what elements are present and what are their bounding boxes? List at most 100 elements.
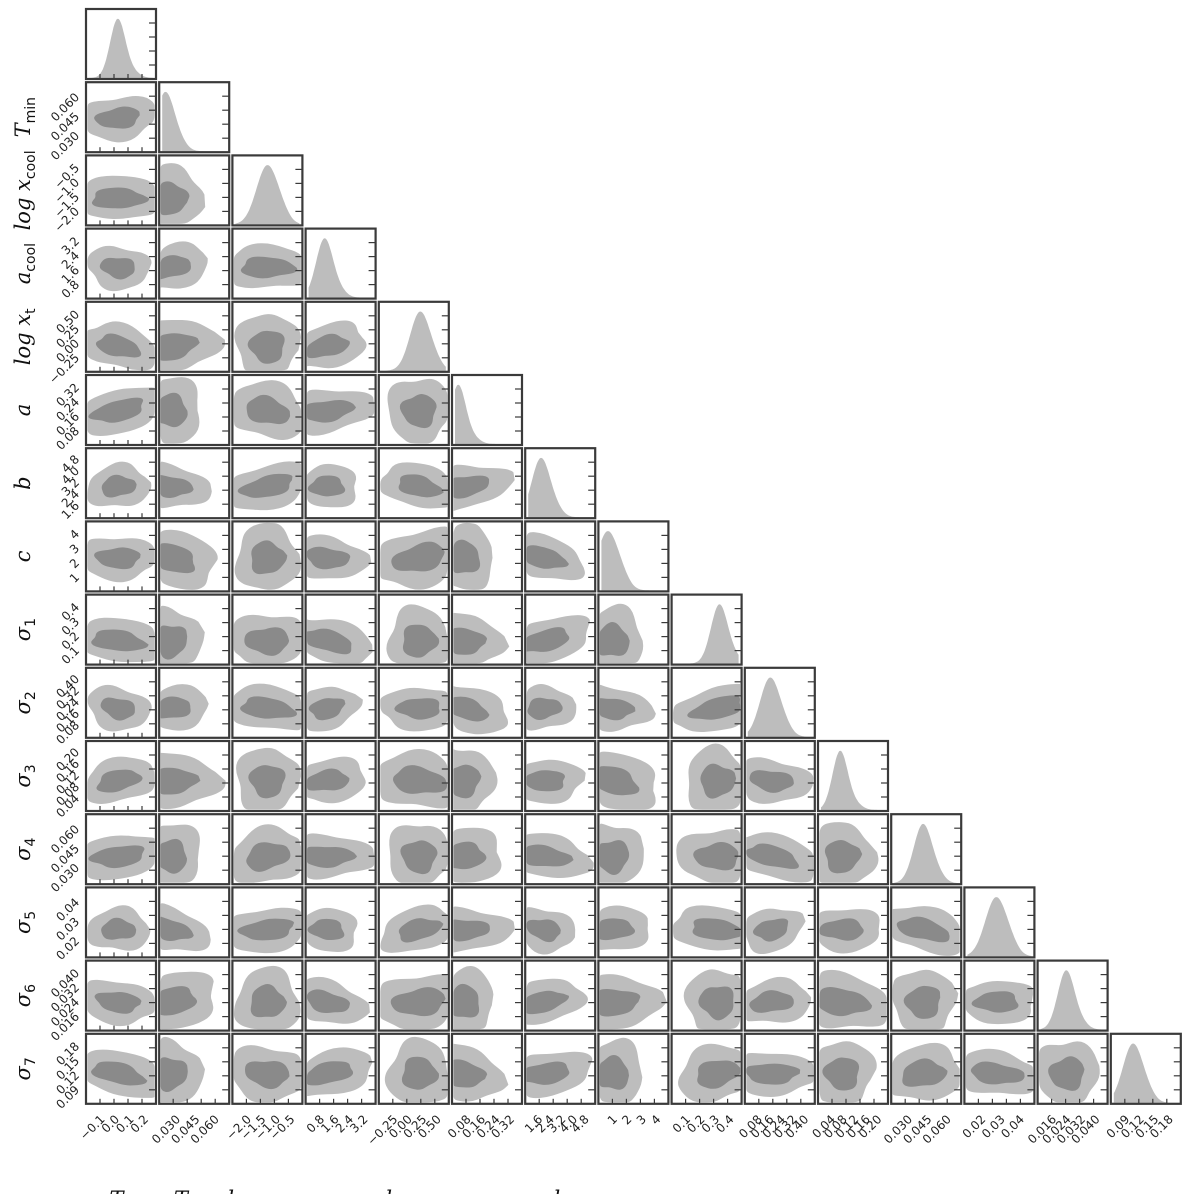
panel-frame	[231, 959, 304, 1032]
contour-panel-b-vs-logxt	[377, 447, 450, 520]
panel-frame	[524, 959, 597, 1032]
panel-frame	[158, 373, 231, 447]
panel-frame	[231, 886, 304, 959]
contour-inner	[453, 764, 482, 799]
marginal-panel-sigma7	[1109, 1032, 1182, 1105]
y-tick-label: 3	[67, 541, 82, 556]
x-axis-title-sigma5: σ5	[988, 1187, 1011, 1194]
x-axis-title-sigma3: σ3	[841, 1187, 864, 1194]
contour-panel-sigma1-vs-T0	[84, 593, 158, 666]
contour-inner	[599, 989, 641, 1017]
contour-inner	[307, 989, 350, 1014]
marginal-density-logxt	[381, 311, 446, 371]
x-axis-title-sigma7: σ7	[1134, 1187, 1157, 1194]
contour-panel-sigma2-vs-logxt	[377, 666, 450, 739]
y-tick-label: 1	[67, 570, 82, 585]
marginal-panel-c	[597, 520, 670, 593]
contour-inner	[693, 841, 739, 871]
panel-frame	[84, 7, 158, 81]
contour-inner	[160, 916, 194, 942]
panel-frame	[670, 666, 743, 739]
contour-inner	[91, 629, 149, 652]
panel-frame	[231, 447, 304, 520]
contour-panel-sigma6-vs-logxt	[377, 959, 450, 1032]
x-tick-label: 1	[605, 1112, 620, 1127]
contour-panel-sigma7-vs-sigma3	[816, 1032, 890, 1105]
contour-panel-sigma3-vs-a	[450, 739, 524, 813]
panel-frame	[84, 1032, 158, 1105]
panel-frame	[597, 666, 670, 739]
contour-panel-sigma1-vs-acool	[304, 593, 377, 666]
contour-panel-sigma1-vs-Tmin	[158, 593, 231, 666]
marginal-panel-b	[524, 447, 597, 520]
panel-frame	[158, 666, 231, 739]
contour-inner	[398, 474, 444, 498]
contour-panel-sigma5-vs-sigma4	[890, 886, 963, 959]
panel-frame	[1036, 1032, 1109, 1105]
x-axis-title-T0: T0	[110, 1187, 133, 1194]
contour-panel-a-vs-Tmin	[158, 373, 231, 447]
contour-panel-sigma5-vs-c	[597, 886, 670, 959]
contour-inner	[749, 990, 794, 1013]
y-axis-title-b: b	[11, 476, 35, 489]
contour-inner	[246, 394, 291, 425]
contour-inner	[307, 399, 356, 423]
panel-frame	[670, 593, 743, 666]
contour-panel-sigma3-vs-T0	[84, 739, 158, 813]
contour-inner	[101, 917, 137, 940]
y-axis-title-c: c	[11, 550, 35, 562]
contour-panel-sigma7-vs-Tmin	[158, 1032, 231, 1105]
contour-panel-sigma6-vs-sigma3	[816, 959, 890, 1032]
marginal-panel-sigma2	[743, 666, 816, 739]
contour-panel-sigma5-vs-a	[450, 886, 524, 959]
contour-panel-sigma2-vs-logxcool	[231, 666, 304, 739]
x-axis-title-b: b	[553, 1187, 566, 1194]
contour-inner	[903, 985, 941, 1019]
panel-frame	[84, 373, 158, 447]
contour-inner	[245, 1061, 290, 1090]
panel-frame	[377, 666, 450, 739]
contour-inner	[599, 840, 630, 875]
x-tick-label: 0.4	[713, 1112, 736, 1135]
contour-panel-sigma7-vs-logxcool	[231, 1032, 304, 1105]
panel-frame	[158, 739, 231, 813]
contour-inner	[160, 986, 198, 1016]
contour-panel-sigma6-vs-a	[450, 959, 524, 1032]
panel-frame	[231, 1032, 304, 1105]
panel-frame	[84, 593, 158, 666]
panel-frame	[890, 886, 963, 959]
panel-frame	[743, 886, 816, 959]
contour-panel-sigma7-vs-logxt	[377, 1032, 450, 1105]
contour-panel-sigma3-vs-sigma2	[743, 739, 816, 813]
panel-frame	[304, 227, 377, 300]
contour-panel-logxt-vs-logxcool	[231, 300, 304, 373]
panel-frame	[524, 1032, 597, 1105]
contour-panel-b-vs-a	[450, 447, 524, 520]
x-tick-label: 3	[634, 1112, 649, 1127]
contour-panel-sigma6-vs-acool	[304, 959, 377, 1032]
contour-inner	[390, 987, 446, 1017]
contour-inner	[160, 475, 194, 498]
contour-inner	[453, 475, 490, 499]
contour-panel-c-vs-acool	[304, 520, 377, 593]
y-axis-title-sigma2: σ2	[11, 691, 39, 714]
panel-frame	[377, 373, 450, 447]
y-axis-title-sigma1: σ1	[11, 618, 39, 641]
marginal-density-sigma3	[821, 750, 885, 810]
contour-panel-sigma5-vs-T0	[84, 886, 158, 959]
contour-panel-logxcool-vs-Tmin	[158, 154, 231, 227]
panel-frame	[158, 886, 231, 959]
contour-panel-sigma4-vs-sigma2	[743, 813, 816, 886]
contour-panel-acool-vs-logxcool	[231, 227, 304, 300]
contour-panel-acool-vs-T0	[84, 227, 158, 300]
marginal-density-sigma5	[967, 897, 1032, 957]
marginal-panel-a	[450, 373, 524, 447]
panel-frame	[597, 520, 670, 593]
contour-inner	[237, 918, 295, 941]
panel-frame	[158, 593, 231, 666]
panel-frame	[231, 520, 304, 593]
contour-panel-sigma4-vs-logxt	[377, 813, 450, 886]
panel-frame	[231, 813, 304, 886]
panel-frame	[231, 593, 304, 666]
